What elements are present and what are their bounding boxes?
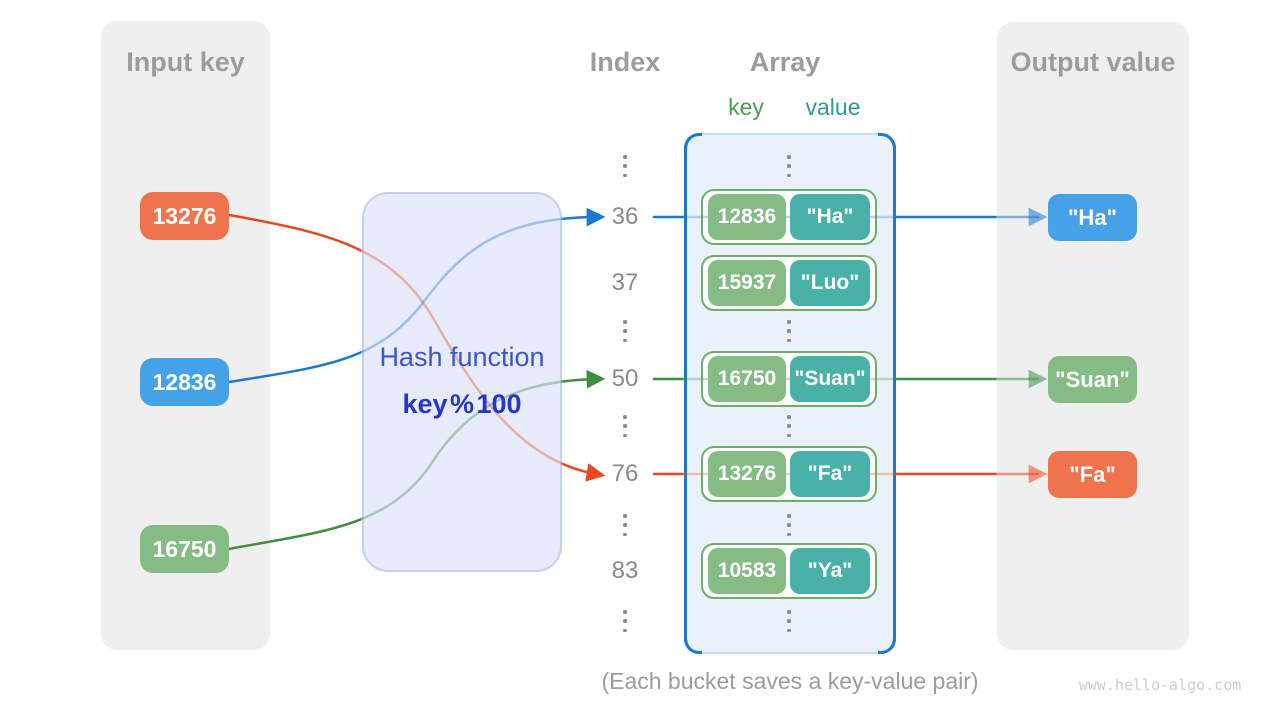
bucket-value: "Ha" bbox=[790, 194, 870, 240]
hash-function-formula: key % 100 bbox=[402, 389, 522, 419]
bracket-corner-icon bbox=[878, 636, 896, 654]
bucket-row: 15937 "Luo" bbox=[701, 255, 877, 311]
bucket-key: 16750 bbox=[708, 356, 786, 402]
ellipsis-icon bbox=[787, 415, 791, 437]
ellipsis-icon bbox=[623, 610, 627, 632]
output-value-box: "Suan" bbox=[1048, 356, 1137, 403]
index-value: 83 bbox=[611, 557, 639, 584]
bucket-key: 12836 bbox=[708, 194, 786, 240]
bucket-row: 12836 "Ha" bbox=[701, 189, 877, 245]
input-panel-title: Input key bbox=[126, 47, 245, 77]
output-panel-title: Output value bbox=[1010, 47, 1176, 77]
bucket-key: 15937 bbox=[708, 260, 786, 306]
bucket-row: 10583 "Ya" bbox=[701, 543, 877, 599]
ellipsis-icon bbox=[787, 155, 791, 177]
hash-function-box bbox=[362, 192, 562, 572]
index-value: 37 bbox=[611, 269, 639, 296]
bucket-value: "Suan" bbox=[790, 356, 870, 402]
bucket-value: "Luo" bbox=[790, 260, 870, 306]
ellipsis-icon bbox=[623, 415, 627, 437]
bucket-value: "Fa" bbox=[790, 451, 870, 497]
input-key-box: 12836 bbox=[140, 358, 229, 406]
input-key-box: 16750 bbox=[140, 525, 229, 573]
bracket-corner-icon bbox=[684, 636, 702, 654]
ellipsis-icon bbox=[787, 514, 791, 536]
key-column-header: key bbox=[728, 94, 764, 120]
bucket-row: 13276 "Fa" bbox=[701, 446, 877, 502]
diagram-caption: (Each bucket saves a key-value pair) bbox=[601, 668, 979, 694]
bracket-corner-icon bbox=[878, 133, 896, 151]
bucket-key: 13276 bbox=[708, 451, 786, 497]
ellipsis-icon bbox=[787, 610, 791, 632]
ellipsis-icon bbox=[623, 514, 627, 536]
bracket-corner-icon bbox=[684, 133, 702, 151]
index-value: 50 bbox=[611, 365, 639, 392]
bucket-value: "Ya" bbox=[790, 548, 870, 594]
output-value-box: "Fa" bbox=[1048, 451, 1137, 498]
ellipsis-icon bbox=[787, 320, 791, 342]
output-value-box: "Ha" bbox=[1048, 194, 1137, 241]
array-title: Array bbox=[749, 47, 821, 77]
hash-function-label: Hash function bbox=[379, 342, 545, 372]
value-column-header: value bbox=[805, 94, 861, 120]
bucket-key: 10583 bbox=[708, 548, 786, 594]
input-key-box: 13276 bbox=[140, 192, 229, 240]
ellipsis-icon bbox=[623, 155, 627, 177]
ellipsis-icon bbox=[623, 320, 627, 342]
watermark-url: www.hello-algo.com bbox=[1078, 676, 1242, 694]
bucket-row: 16750 "Suan" bbox=[701, 351, 877, 407]
index-column-title: Index bbox=[589, 47, 661, 77]
output-value-panel bbox=[997, 22, 1189, 650]
index-value: 76 bbox=[611, 460, 639, 487]
index-value: 36 bbox=[611, 203, 639, 230]
